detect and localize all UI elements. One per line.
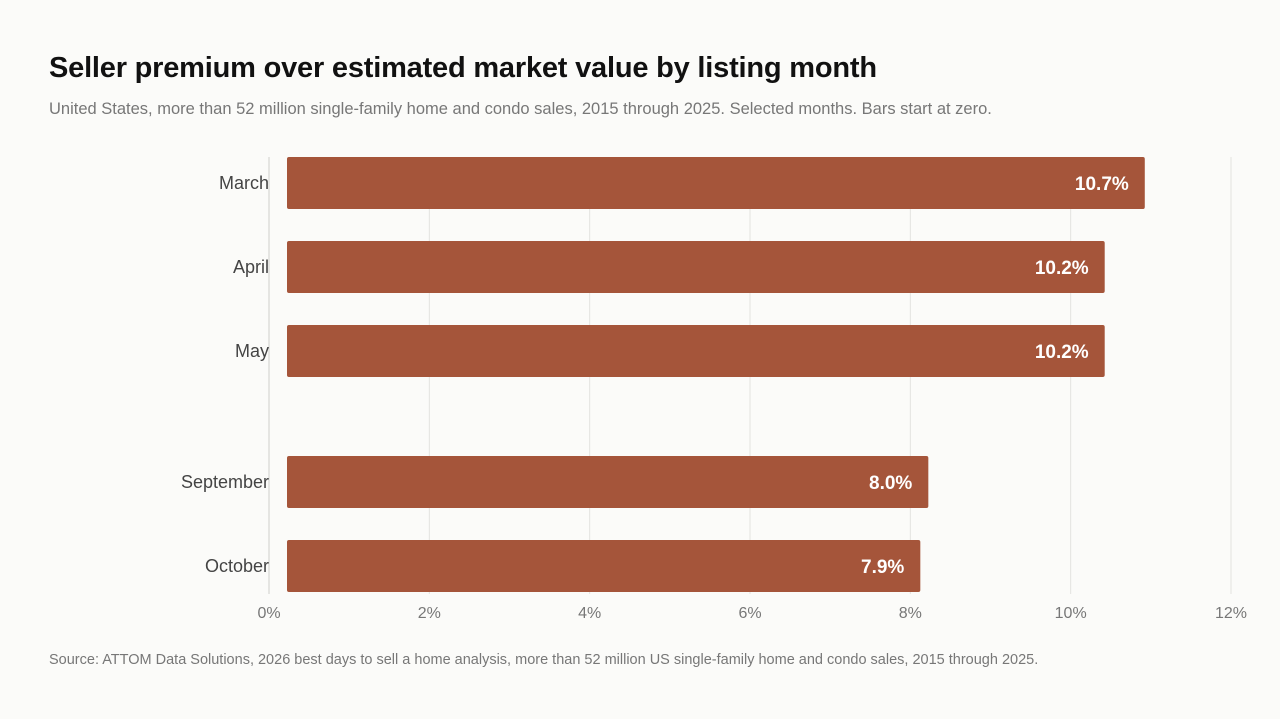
data-label-may: 10.2%	[1035, 342, 1089, 363]
category-label-may: May	[235, 341, 269, 361]
bar-october	[287, 540, 921, 592]
data-label-october: 7.9%	[861, 557, 904, 578]
bar-september	[287, 456, 929, 508]
chart-source-note: Source: ATTOM Data Solutions, 2026 best …	[49, 652, 1039, 668]
data-label-march: 10.7%	[1075, 174, 1129, 195]
data-label-september: 8.0%	[869, 473, 912, 494]
bar-april	[287, 241, 1105, 293]
category-label-april: April	[233, 257, 269, 277]
x-tick-label: 4%	[578, 605, 601, 622]
chart-subtitle: United States, more than 52 million sing…	[49, 100, 992, 118]
x-tick-label: 12%	[1215, 605, 1247, 622]
x-tick-label: 6%	[738, 605, 761, 622]
category-label-october: October	[205, 556, 269, 576]
bars: 10.7% 10.2% 10.2% 8.0% 7.9%	[287, 157, 1145, 592]
category-labels: March April May September October	[181, 173, 269, 576]
x-axis-tick-labels: 0% 2% 4% 6% 8% 10% 12%	[257, 605, 1247, 622]
category-label-september: September	[181, 472, 269, 492]
x-tick-label: 8%	[899, 605, 922, 622]
category-label-march: March	[219, 173, 269, 193]
x-tick-label: 0%	[257, 605, 280, 622]
bar-march	[287, 157, 1145, 209]
data-label-april: 10.2%	[1035, 258, 1089, 279]
chart-title: Seller premium over estimated market val…	[49, 52, 877, 84]
x-tick-label: 10%	[1055, 605, 1087, 622]
x-tick-label: 2%	[418, 605, 441, 622]
bar-may	[287, 325, 1105, 377]
